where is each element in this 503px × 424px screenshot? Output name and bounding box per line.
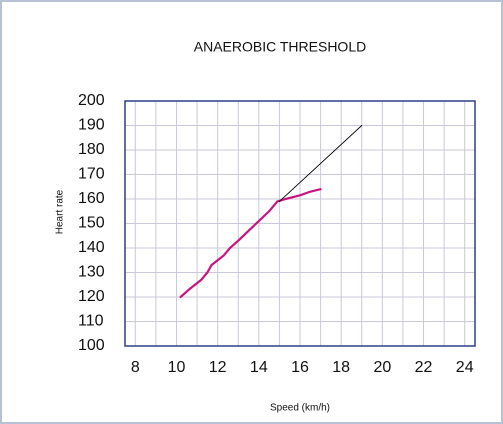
x-tick-label: 20: [373, 359, 391, 376]
x-tick-label: 12: [209, 359, 227, 376]
line-series: [179, 188, 322, 299]
y-tick-label: 100: [78, 337, 105, 354]
x-tick-label: 10: [168, 359, 186, 376]
x-tick-label: 14: [250, 359, 268, 376]
x-axis-label: Speed (km/h): [270, 403, 330, 414]
x-tick-label: 8: [131, 359, 140, 376]
y-tick-label: 150: [78, 215, 105, 232]
y-axis-label: Heart rate: [55, 189, 66, 234]
chart-title: ANAEROBIC THRESHOLD: [194, 39, 366, 55]
y-tick-label: 160: [78, 190, 105, 207]
x-tick-label: 18: [332, 359, 350, 376]
plot-border: [124, 100, 476, 347]
y-tick-label: 130: [78, 264, 105, 281]
y-tick-label: 170: [78, 166, 105, 183]
y-tick-label: 190: [78, 117, 105, 134]
x-tick-label: 22: [415, 359, 433, 376]
y-tick-label: 180: [78, 141, 105, 158]
y-tick-label: 120: [78, 288, 105, 305]
y-tick-label: 140: [78, 239, 105, 256]
y-tick-label: 110: [78, 313, 104, 330]
x-tick-label: 24: [456, 359, 474, 376]
y-tick-label: 200: [78, 92, 105, 109]
line-series: [278, 125, 363, 202]
x-tick-label: 16: [291, 359, 309, 376]
